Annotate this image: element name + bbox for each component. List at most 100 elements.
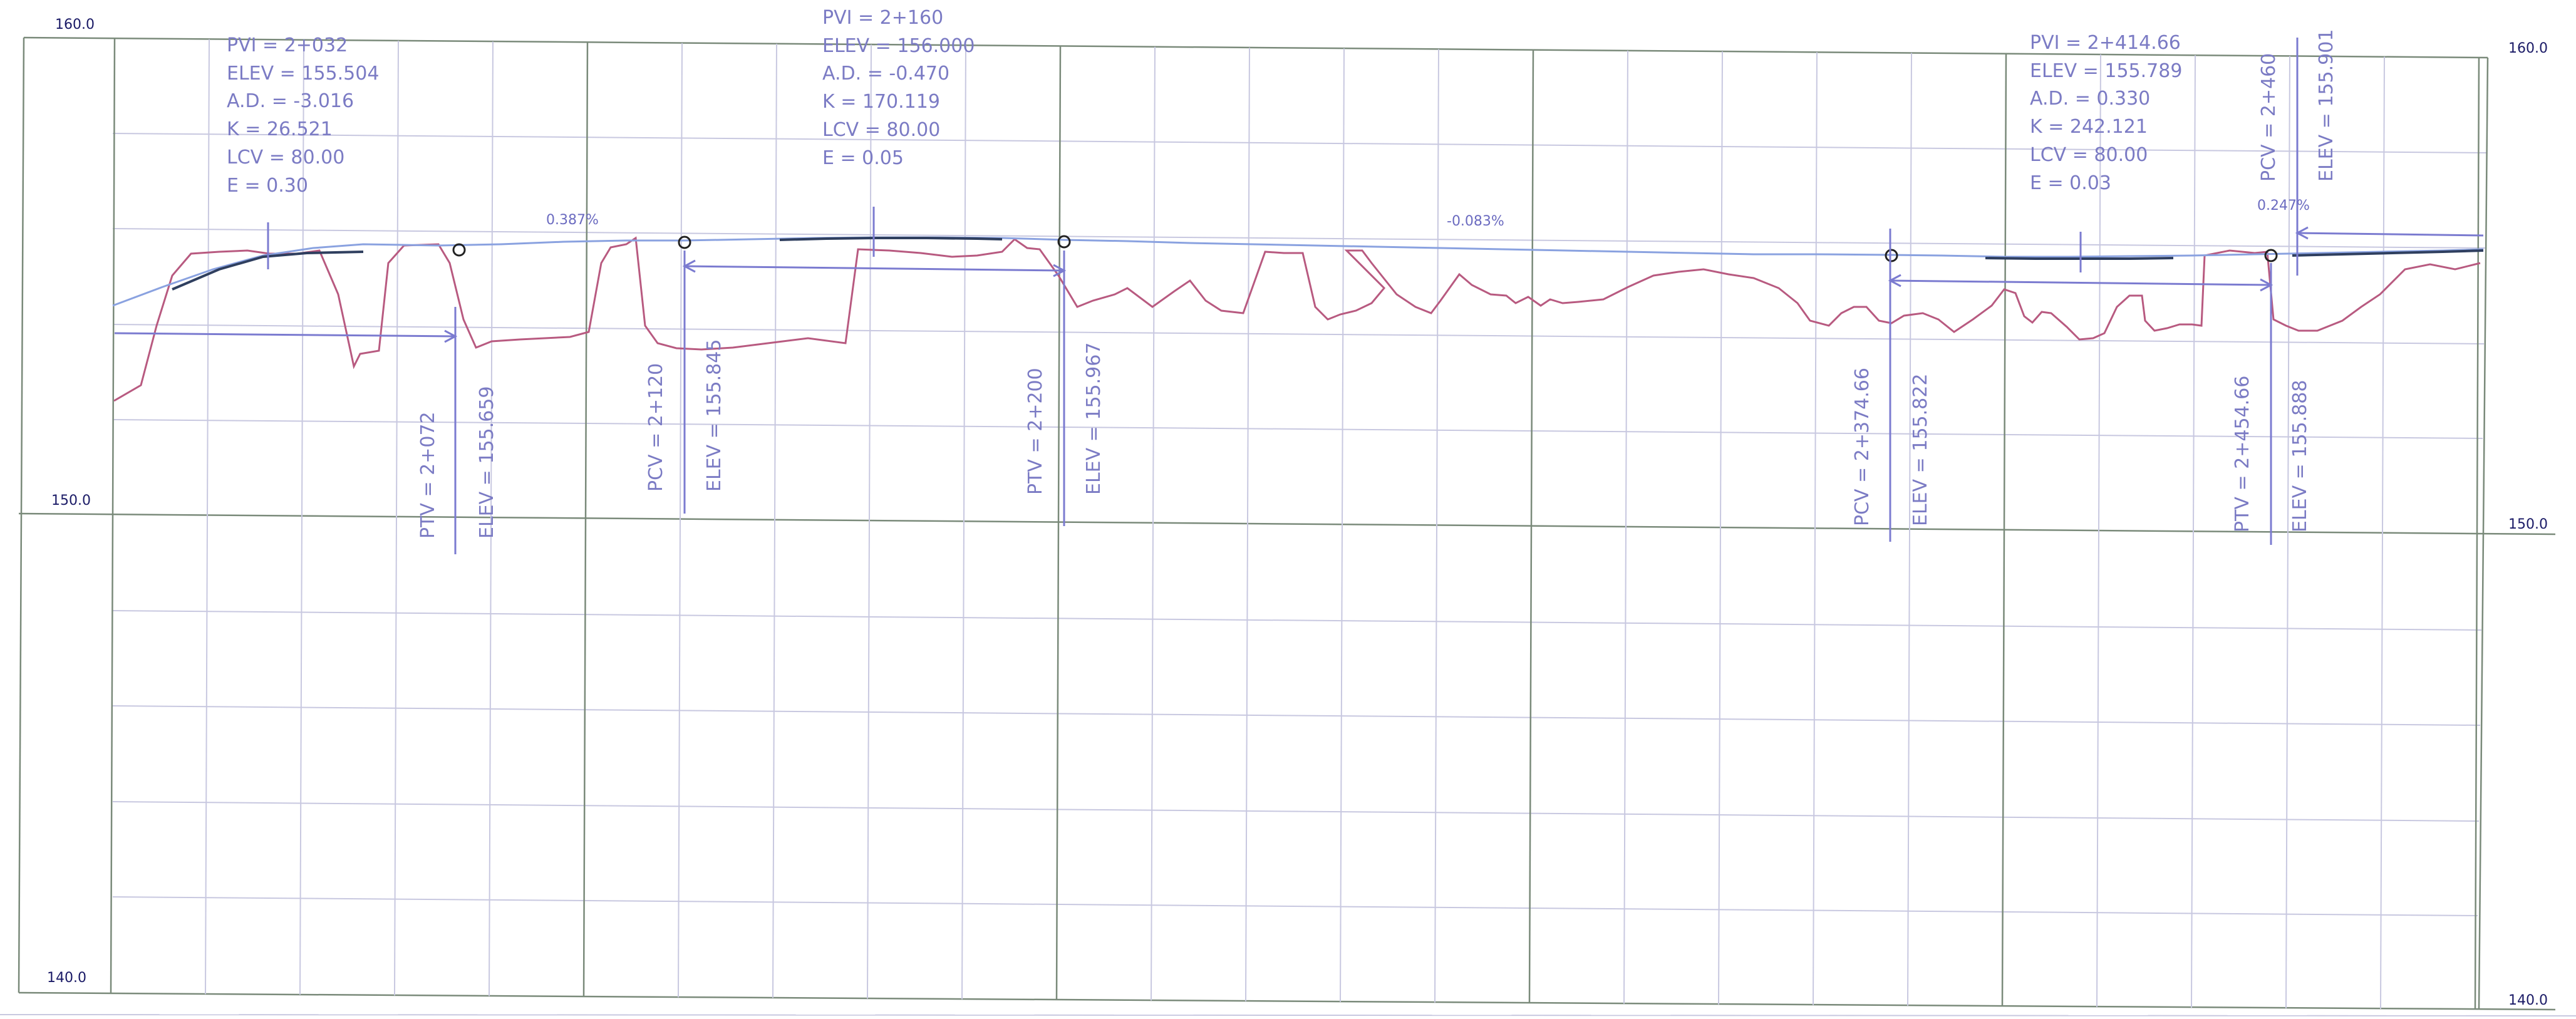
vertical-gridline (1528, 49, 1534, 1003)
grade-label-1: 0.387% (546, 212, 599, 228)
pvi-1-k: K = 26.521 (227, 118, 333, 140)
vertical-gridline (2474, 57, 2480, 1010)
gridline-146 (112, 705, 2481, 726)
node-pcv-2120 (678, 235, 691, 249)
grade-label-2: -0.083% (1447, 214, 1504, 229)
station-ptv-2200-elev: ELEV = 155.967 (1083, 343, 1105, 495)
gridline-144 (112, 801, 2480, 822)
pvi-3-ad: A.D. = 0.330 (2030, 88, 2150, 110)
sheet-left-edge (18, 37, 25, 993)
gridline-158 (112, 133, 2487, 153)
gridline-150 (18, 512, 2556, 535)
grid (0, 36, 2576, 1016)
station-ptv-2072-elev: ELEV = 155.659 (476, 386, 498, 539)
curve-2-length-arrow (684, 265, 1065, 272)
station-annotations: PTV = 2+072 ELEV = 155.659 PCV = 2+120 E… (417, 29, 2337, 539)
pvi-1-station: PVI = 2+032 (227, 34, 348, 56)
gridline-152 (112, 419, 2483, 439)
vertical-gridline (1623, 50, 1628, 1004)
vertical-gridline (2285, 56, 2290, 1008)
design-profile-segment-2 (779, 237, 1003, 241)
vertical-grid (110, 38, 2480, 1010)
station-pcv-2120-label: PCV = 2+120 (645, 363, 667, 492)
pvi-annotation-3: PVI = 2+414.66 ELEV = 155.789 A.D. = 0.3… (2030, 32, 2182, 194)
sheet-right-edge (2478, 57, 2489, 1010)
pvi-2-ad: A.D. = -0.470 (822, 63, 949, 85)
station-ptv-2200-label: PTV = 2+200 (1025, 368, 1047, 495)
vertical-gridline (961, 45, 966, 1000)
vertical-gridline (1151, 46, 1156, 1001)
elevation-labels: 160.0 150.0 140.0 160.0 150.0 140.0 (47, 17, 2548, 1008)
curve-2-arrowhead-left (682, 259, 696, 273)
pvi-2-lcv: LCV = 80.00 (822, 119, 940, 141)
vertical-gridline (1340, 48, 1345, 1002)
pvi-3-station: PVI = 2+414.66 (2030, 32, 2181, 54)
left-label-150: 150.0 (51, 493, 91, 509)
curve-3-length-arrow (1890, 279, 2272, 286)
pvi-3-k: K = 242.121 (2030, 116, 2148, 138)
vertical-gridline (110, 38, 116, 994)
grade-labels: 0.387% -0.083% 0.247% (546, 198, 2310, 229)
curve-1-length-arrow (114, 332, 456, 338)
station-pcv-237466-elev: ELEV = 155.822 (1910, 374, 1932, 526)
curve-3-arrowhead-left (1888, 274, 1901, 287)
vertical-gridline (1907, 53, 1912, 1006)
vertical-gridline (205, 39, 210, 995)
gridline-154 (112, 324, 2485, 344)
vertical-gridline (678, 43, 683, 998)
pvi-2-station: PVI = 2+160 (822, 7, 943, 29)
vertical-gridline (582, 42, 589, 997)
bottom-strip (0, 1014, 2576, 1016)
pvi-1-e: E = 0.30 (227, 175, 308, 197)
left-label-160: 160.0 (55, 17, 95, 33)
node-ptv-245466 (2264, 249, 2278, 262)
pvi-1-elev: ELEV = 155.504 (227, 63, 379, 85)
vertical-gridline (2191, 55, 2196, 1008)
vertical-gridline (2380, 56, 2385, 1009)
pvi-1-lcv: LCV = 80.00 (227, 147, 344, 168)
curve-2-arrowhead-right (1053, 264, 1067, 277)
pvi-2-elev: ELEV = 156.000 (822, 35, 975, 57)
curve-4-arrowhead (2295, 226, 2309, 240)
vertical-gridline (772, 43, 777, 998)
station-pcv-237466-label: PCV = 2+374.66 (1851, 368, 1873, 526)
curve-nodes (452, 235, 2278, 262)
vertical-gridline (1718, 51, 1723, 1005)
grade-label-3: 0.247% (2257, 198, 2310, 214)
station-ptv-245466-elev: ELEV = 155.888 (2289, 380, 2311, 532)
vertical-gridline (1245, 48, 1250, 1001)
node-ptv-2200 (1057, 235, 1071, 249)
pvi-2-e: E = 0.05 (822, 147, 904, 169)
vertical-gridline (394, 41, 399, 996)
curve-3-arrowhead-right (2260, 278, 2273, 292)
right-label-140: 140.0 (2508, 993, 2548, 1008)
curve-4-length-arrow (2297, 232, 2484, 237)
station-pcv-2120-elev: ELEV = 155.845 (703, 339, 725, 492)
right-label-160: 160.0 (2508, 41, 2548, 56)
gridline-156 (112, 228, 2486, 249)
pvi-1-ad: A.D. = -3.016 (227, 90, 354, 112)
left-label-140: 140.0 (47, 970, 86, 986)
vertical-gridline (2001, 53, 2007, 1006)
vertical-gridline (1813, 52, 1818, 1005)
station-ptv-245466-label: PTV = 2+454.66 (2232, 376, 2253, 532)
station-pcv-2460-elev: ELEV = 155.901 (2315, 29, 2337, 182)
gridline-142 (112, 896, 2478, 916)
design-profile-segment-1 (172, 251, 364, 291)
pvi-annotation-1: PVI = 2+032 ELEV = 155.504 A.D. = -3.016… (227, 34, 379, 197)
vertical-gridline (299, 39, 304, 995)
pvi-2-k: K = 170.119 (822, 91, 940, 113)
design-grade-line (112, 236, 2484, 307)
design-profile-segment-4 (2292, 249, 2484, 257)
vertical-gridline (1434, 49, 1439, 1003)
pvi-3-elev: ELEV = 155.789 (2030, 60, 2182, 82)
existing-ground-line (113, 236, 2481, 402)
pvi-markers (267, 207, 2082, 272)
station-ptv-2072-label: PTV = 2+072 (417, 411, 439, 539)
node-ptv-2072 (452, 243, 466, 257)
gridline-148 (112, 610, 2482, 631)
vertical-gridline (489, 41, 494, 996)
pvi-annotation-2: PVI = 2+160 ELEV = 156.000 A.D. = -0.470… (822, 7, 975, 169)
pvi-3-e: E = 0.03 (2030, 172, 2111, 194)
